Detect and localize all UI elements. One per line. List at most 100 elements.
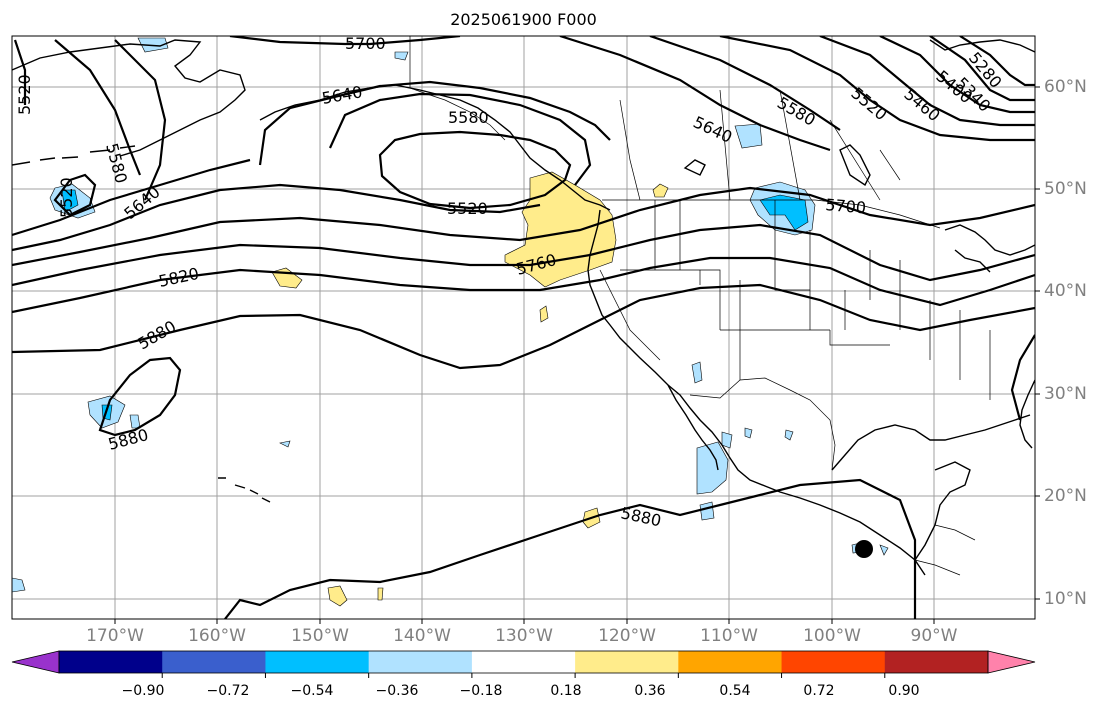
negative-anomaly-patch — [279, 440, 291, 448]
us-mexico-border — [689, 377, 836, 471]
central-america-borders — [914, 524, 976, 576]
contour-5880-closed — [98, 356, 182, 437]
aleutian-islands — [12, 145, 136, 166]
axis-ticks — [114, 86, 1040, 624]
lat-label: 40°N — [1044, 281, 1087, 301]
colorbar-tick-label: −0.36 — [375, 683, 419, 699]
florida — [1019, 379, 1035, 449]
contour-label: 5520 — [57, 177, 76, 218]
lat-label: 20°N — [1044, 486, 1087, 506]
lat-label: 60°N — [1044, 77, 1087, 97]
height-contours — [12, 36, 1035, 619]
colorbar-tick-label: −0.90 — [121, 683, 165, 699]
negative-anomaly-patch — [12, 577, 26, 593]
lon-label: 120°W — [598, 626, 656, 646]
contour-caribbean — [1010, 334, 1035, 421]
lat-label: 50°N — [1044, 179, 1087, 199]
contour-sw-5520 — [53, 173, 97, 217]
contour-5580 — [12, 158, 251, 237]
canadian-provinces — [619, 89, 901, 201]
contour-5880-south — [224, 478, 917, 619]
contour-alaska-5580 — [54, 39, 142, 176]
lat-label: 10°N — [1044, 589, 1087, 609]
contour-label: 5700 — [825, 195, 867, 217]
colorbar-tick-label: −0.18 — [459, 683, 503, 699]
negative-anomaly-patch — [394, 51, 409, 61]
contour-ne-5640 — [559, 36, 831, 152]
lat-label: 30°N — [1044, 384, 1087, 404]
colorbar-tick-label: 0.18 — [550, 683, 582, 699]
contour-label: 5520 — [15, 74, 34, 115]
lon-label: 110°W — [700, 626, 758, 646]
lon-label: 170°W — [86, 626, 144, 646]
negative-anomaly-patch — [696, 441, 729, 495]
lon-label: 90°W — [910, 626, 958, 646]
alaska-canada-border — [409, 36, 506, 141]
contour-ne-5400 — [879, 36, 1035, 114]
contour-5880 — [12, 283, 1035, 370]
negative-anomaly-patch — [61, 189, 79, 213]
baja-california — [667, 384, 719, 471]
contour-label: 5880 — [135, 317, 180, 354]
yucatan — [914, 461, 971, 561]
graticule — [12, 36, 1035, 619]
island-1 — [683, 159, 706, 176]
contour-closed-low-outer — [328, 92, 592, 186]
contour-label: 5700 — [345, 34, 386, 53]
storm-marker — [855, 540, 873, 558]
negative-anomaly-patch — [721, 431, 733, 449]
map-content: 5700 5520 5640 5580 5520 5640 5580 5520 … — [12, 34, 1035, 619]
colorbar-tick-label: −0.54 — [290, 683, 334, 699]
positive-anomaly-patch — [539, 305, 549, 323]
contour-closed-low-inner — [378, 130, 572, 210]
contour-alaska-5520 — [13, 39, 27, 105]
contour-ne-5340 — [929, 36, 1035, 102]
colorbar-frame — [58, 650, 989, 674]
contour-label: 5880 — [106, 425, 150, 454]
negative-anomaly-patch — [759, 194, 809, 231]
colorbar-bin — [368, 651, 473, 673]
map-title: 2025061900 F000 — [450, 10, 597, 29]
great-lakes — [944, 224, 1035, 273]
contour-5820 — [12, 256, 1035, 314]
contour-label: 5520 — [447, 199, 488, 218]
contour-label: 5580 — [448, 108, 489, 127]
positive-anomaly-patch — [377, 587, 384, 601]
alaska-coast — [12, 39, 246, 157]
colorbar-extend-high — [987, 650, 1036, 674]
positive-anomaly-patch — [327, 585, 348, 607]
contour-label: 5640 — [320, 82, 363, 108]
positive-anomaly-patch — [652, 183, 669, 198]
contour-ne-5520 — [719, 36, 1035, 142]
colorbar — [11, 650, 1036, 678]
negative-anomaly-patch — [879, 544, 889, 556]
contour-label: 5880 — [619, 503, 663, 530]
lon-label: 150°W — [291, 626, 349, 646]
negative-anomaly-patch — [784, 429, 794, 441]
gulf-of-mexico-coast — [831, 414, 1031, 471]
contour-label: 5520 — [847, 84, 890, 125]
colorbar-bin — [781, 651, 886, 673]
colorbar-tick-label: 0.90 — [888, 683, 920, 699]
lon-label: 140°W — [393, 626, 451, 646]
hudson-bay-region — [929, 39, 1035, 53]
contour-ne-5280 — [959, 36, 1035, 87]
contour-5700-top — [229, 36, 461, 46]
colorbar-tick-label: 0.36 — [634, 683, 666, 699]
colorbar-bin — [678, 651, 783, 673]
contour-label: 5460 — [900, 85, 943, 126]
positive-anomaly-patch — [271, 267, 303, 289]
negative-anomaly-patch — [734, 123, 763, 149]
contour-ne-5580 — [649, 36, 841, 131]
contour-label: 5580 — [774, 93, 819, 130]
contour-labels: 5700 5520 5640 5580 5520 5640 5580 5520 … — [15, 34, 1006, 530]
lon-label: 160°W — [188, 626, 246, 646]
coastlines — [12, 39, 1035, 576]
contour-5760 — [12, 223, 1035, 287]
colorbar-bin — [59, 651, 163, 673]
contour-5640-west — [12, 183, 541, 252]
contour-alaska-5640 — [114, 39, 167, 201]
colorbar-tick-label: −0.72 — [206, 683, 250, 699]
colorbar-bin — [265, 651, 370, 673]
